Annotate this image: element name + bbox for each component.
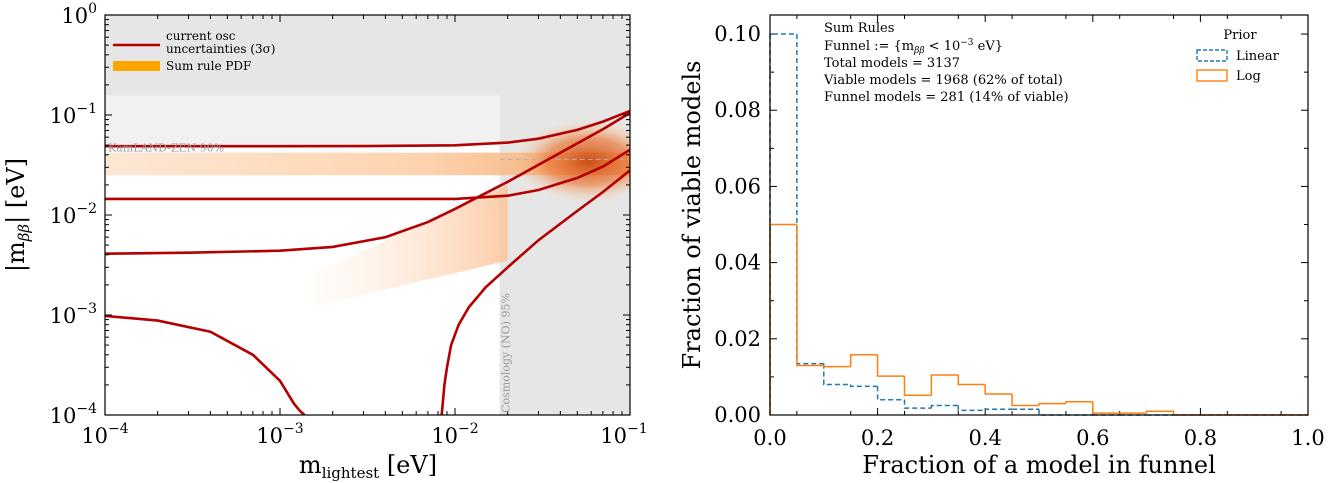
x-tick-label: 0.2 [861,426,894,450]
hist-bin-log [1038,402,1066,406]
hist-bin-log [849,354,878,367]
pdf-fan-region [310,184,508,308]
x-tick-label: 10−4 [81,421,128,448]
x-tick-label: 0.6 [1076,426,1109,450]
hist-bin-linear [849,384,878,388]
osc-uncertainty-curves [105,109,630,415]
x-tick-label: 0.8 [1184,426,1217,450]
right-legend: Prior Linear Log [1196,28,1280,84]
hist-bin-linear [984,408,1013,411]
osc-curve-3 [105,111,630,255]
left-y-axis-label: |mββ| [eV] [2,158,33,272]
cosmology-annotation: Cosmology (NO) 95% [500,293,513,413]
y-tick-label: 10−2 [50,201,97,228]
y-tick-label: 0.08 [714,98,761,122]
right-x-axis-label: Fraction of a model in funnel [862,451,1216,479]
legend-pdf-swatch [113,61,160,71]
hist-bin-log [796,224,824,367]
hist-bin-log [903,376,932,396]
left-x-axis-label: mlightest [eV] [299,451,437,482]
y-tick-label: 0.00 [714,403,761,427]
excluded-regions [105,15,630,415]
y-tick-label: 0.04 [714,251,761,275]
y-tick-label: 10−3 [50,301,97,328]
osc-curve-1 [105,109,630,148]
left-legend: current osc uncertainties (3σ) Sum rule … [113,29,275,73]
y-tick-label: 10−1 [50,101,97,128]
hist-bin-log [876,354,905,377]
info-line-funnel: Funnel := {mββ < 10−3 eV} [824,38,1003,56]
left-axis-ticks: 10−4 10−3 10−2 10−1 10−4 10−3 10−2 10−1 100 [50,1,648,448]
hist-bin-log [823,365,851,368]
hist-bin-linear [1038,409,1066,416]
hist-bin-log [984,384,1013,395]
x-tick-label: 10−2 [431,421,478,448]
cosmology-excluded-region [499,15,630,415]
partial-excluded-region [105,95,500,146]
x-tick-label: 10−1 [600,421,647,448]
hist-bin-log [957,375,986,386]
hist-bin-log [930,374,959,396]
y-tick-label: 0.06 [714,174,761,198]
hist-bin-linear [823,363,851,386]
left-panel: 10−4 10−3 10−2 10−1 10−4 10−3 10−2 10−1 100 KamL… [2,1,648,482]
legend-log-label: Log [1236,69,1261,84]
hist-bin-linear [796,34,824,365]
legend-osc-label-1: current osc [166,29,236,43]
legend-linear-swatch [1196,49,1228,62]
info-box: Sum Rules Funnel := {mββ < 10−3 eV} Tota… [823,21,1069,105]
sum-rule-pdf-density [105,119,630,308]
info-line-viable: Viable models = 1968 (62% of total) [823,73,1063,88]
hist-bin-linear [903,399,932,409]
x-tick-label: 0.0 [753,426,786,450]
hist-bin-log [769,223,797,415]
hist-bin-linear [930,404,959,409]
legend-pdf-label: Sum rule PDF [166,59,251,73]
hist-bin-linear [957,405,986,412]
right-axis-ticks: 0.0 0.2 0.4 0.6 0.8 1.0 0.00 0.02 0.04 0.06 0.08 0.… [714,15,1325,450]
legend-log-swatch [1196,69,1228,82]
y-tick-label: 0.10 [714,22,761,46]
y-tick-label: 0.02 [714,327,761,351]
x-tick-label: 10−3 [256,421,303,448]
right-panel: 0.0 0.2 0.4 0.6 0.8 1.0 0.00 0.02 0.04 0.06 0.08 0.… [678,14,1325,479]
x-tick-label: 0.4 [968,426,1001,450]
pdf-io-band [105,152,630,176]
osc-curve-4 [105,314,306,415]
legend-linear-label: Linear [1236,49,1280,64]
info-line-total: Total models = 3137 [824,56,960,71]
info-line-funnel-models: Funnel models = 281 (14% of viable) [824,90,1069,105]
x-tick-label: 1.0 [1291,426,1324,450]
legend-title: Prior [1223,28,1257,43]
hist-bin-linear [876,386,905,401]
osc-curve-2 [105,148,630,201]
hist-bin-log [1065,400,1093,404]
right-plot-frame [769,14,1309,416]
info-line-title: Sum Rules [824,21,894,36]
hist-bin-log [1145,410,1174,414]
hist-bin-log [1092,401,1120,414]
pdf-hot-region [512,119,630,203]
osc-curve-5 [440,169,630,415]
legend-osc-label-2: uncertainties (3σ) [166,42,275,56]
y-tick-label: 100 [61,1,97,28]
kamland-annotation: KamLAND-ZEN 90% [108,141,224,154]
y-tick-label: 10−4 [50,401,97,428]
hist-bin-log [1011,394,1039,407]
right-y-axis-label: Fraction of viable models [678,61,706,370]
